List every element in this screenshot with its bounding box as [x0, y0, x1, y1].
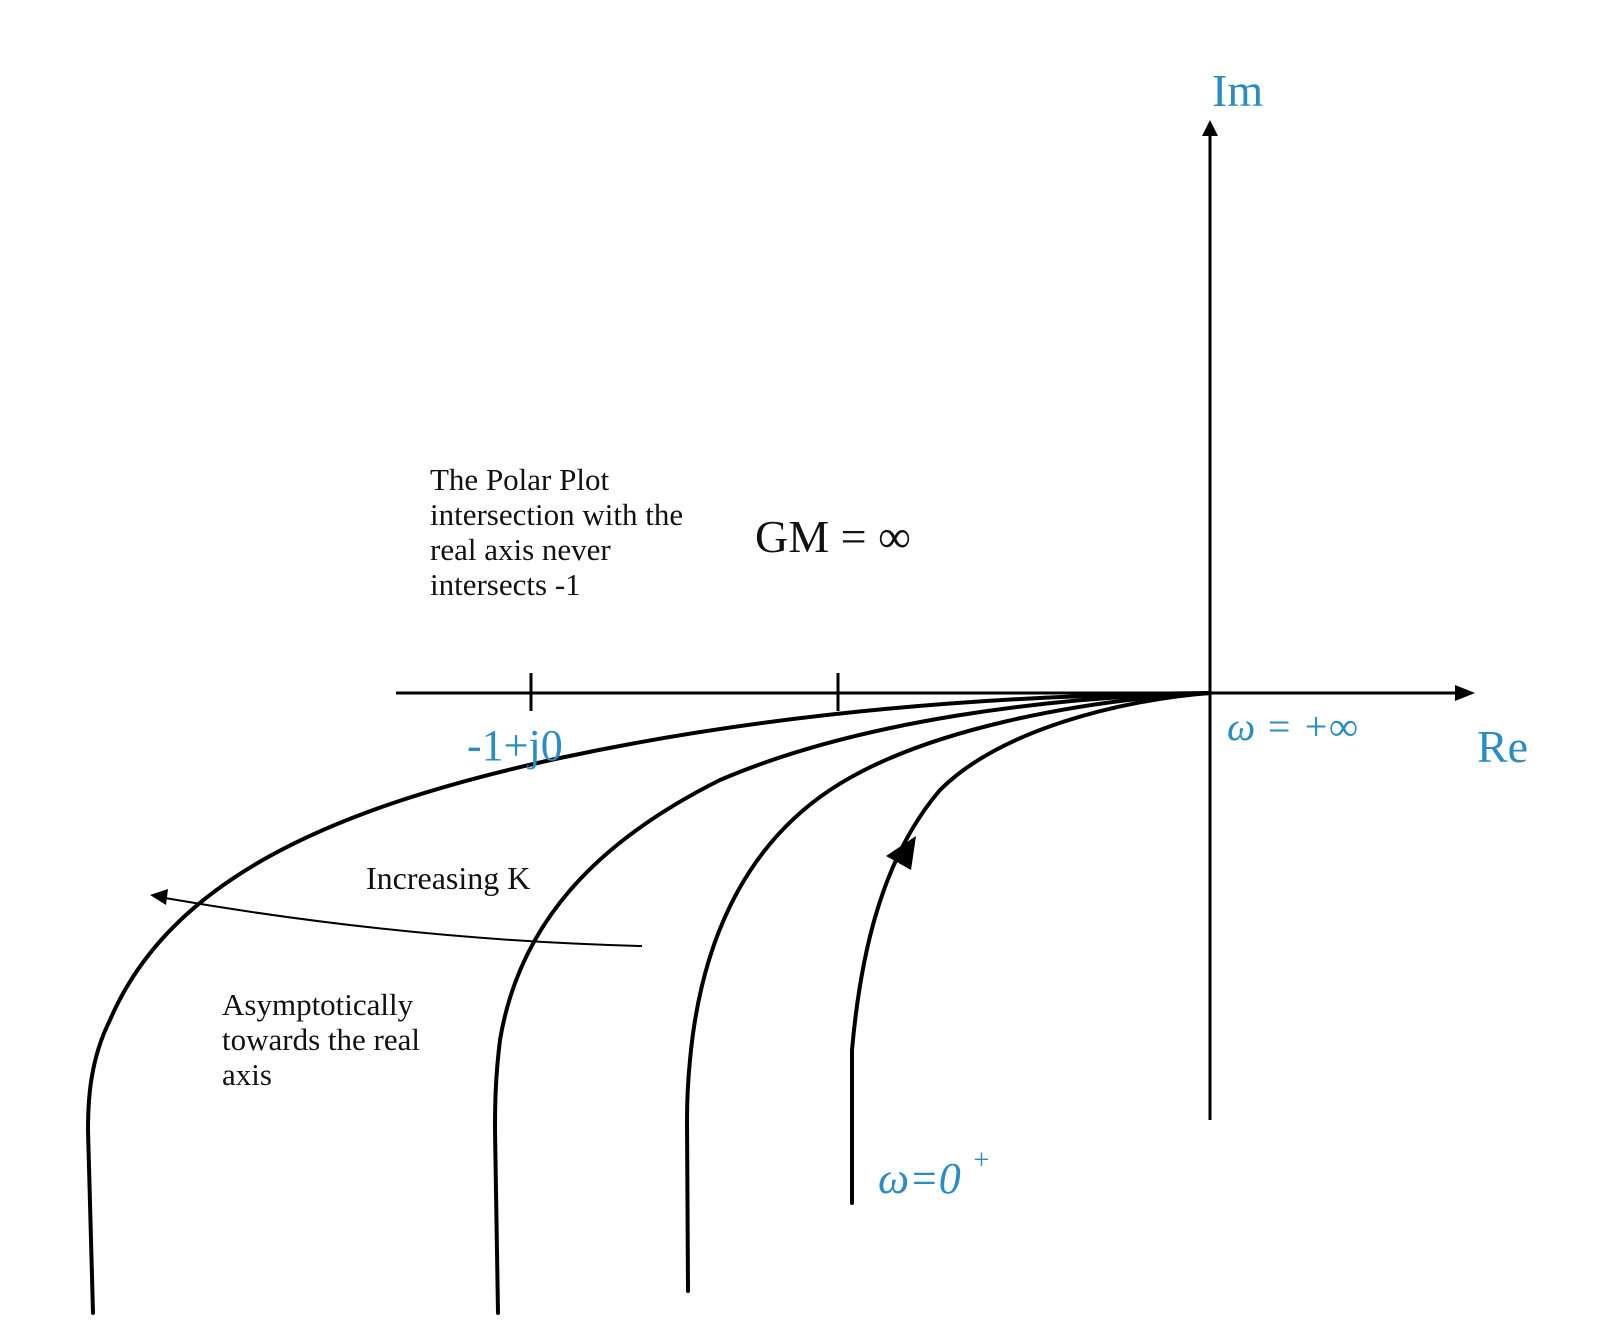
polar-curve-1: [86, 691, 1212, 1315]
polar-plot-note-line-2: intersection with the: [430, 497, 683, 532]
polar-plot-note: The Polar Plot intersection with the rea…: [430, 462, 691, 602]
polar-curve-2: [493, 691, 1212, 1315]
asymptotic-note: Asymptotically towards the real axis: [222, 987, 428, 1092]
asymptotic-note-line-1: Asymptotically: [222, 987, 414, 1022]
omega-zero-superscript: +: [972, 1145, 991, 1176]
imaginary-axis-arrowhead: [1202, 120, 1218, 136]
minus-one-label: -1+j0: [467, 721, 563, 770]
polar-plot-note-line-1: The Polar Plot: [430, 462, 609, 497]
omega-infinity-label: ω = +∞: [1227, 704, 1358, 749]
asymptotic-note-line-3: axis: [222, 1057, 272, 1092]
polar-plot-note-line-3: real axis never: [430, 532, 611, 567]
polar-curve-3: [685, 691, 1212, 1293]
re-axis-label: Re: [1477, 721, 1528, 772]
asymptotic-note-line-2: towards the real: [222, 1022, 420, 1057]
polar-curve-4: [850, 691, 1212, 1205]
gain-margin-label: GM = ∞: [755, 511, 911, 562]
direction-arrowhead: [886, 836, 916, 870]
real-axis-arrowhead: [1455, 685, 1475, 701]
im-axis-label: Im: [1212, 65, 1263, 116]
polar-plot-note-line-4: intersects -1: [430, 567, 581, 602]
increasing-k-arrowhead: [150, 889, 168, 905]
omega-zero-label: ω=0 +: [878, 1145, 991, 1203]
increasing-k-arrow-line: [164, 897, 643, 947]
increasing-k-label: Increasing K: [366, 860, 530, 896]
